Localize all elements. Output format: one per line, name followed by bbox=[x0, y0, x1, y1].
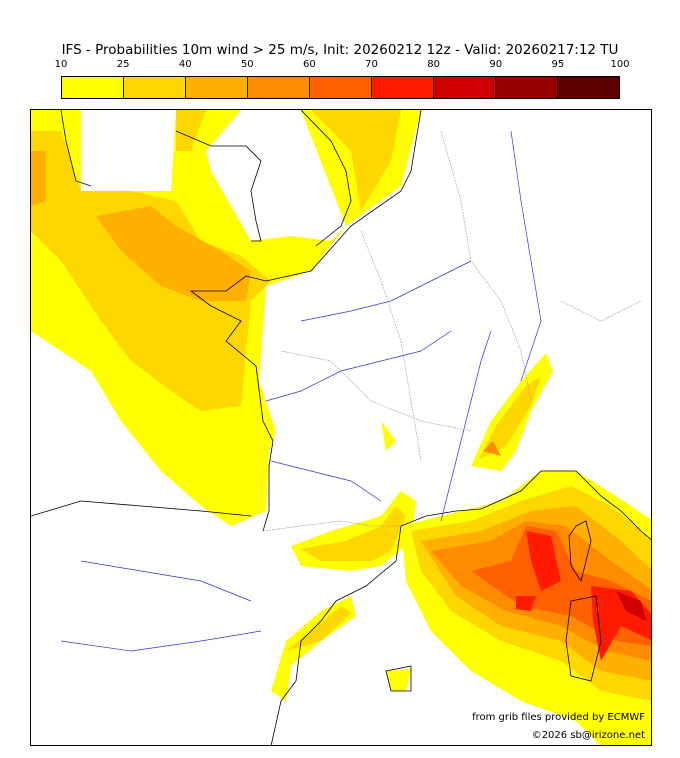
copyright-credit: ©2026 sb@irizone.net bbox=[531, 730, 645, 741]
coastlines bbox=[31, 110, 651, 745]
probability-map: from grib files provided by ECMWF ©2026 … bbox=[30, 109, 652, 746]
probability-field-alps-pyrenees bbox=[271, 353, 553, 701]
colorbar-tick: 50 bbox=[240, 59, 254, 70]
colorbar-tick-labels: 10 25 40 50 60 70 80 90 95 100 bbox=[55, 59, 630, 73]
colorbar-segment bbox=[124, 77, 186, 98]
colorbar-tick: 100 bbox=[610, 59, 630, 70]
map-title: IFS - Probabilities 10m wind > 25 m/s, I… bbox=[61, 42, 619, 58]
probability-field-mediterranean bbox=[401, 471, 651, 745]
colorbar-tick: 60 bbox=[303, 59, 316, 70]
colorbar-tick: 40 bbox=[178, 59, 192, 70]
colorbar-tick: 10 bbox=[54, 59, 68, 70]
probability-field-atlantic bbox=[31, 110, 421, 526]
colorbar-segment bbox=[186, 77, 248, 98]
colorbar-segment bbox=[434, 77, 496, 98]
colorbar-segment bbox=[558, 77, 619, 98]
admin-borders bbox=[262, 130, 642, 532]
colorbar-segment bbox=[62, 77, 124, 98]
colorbar-tick: 95 bbox=[551, 59, 565, 70]
colorbar bbox=[61, 76, 620, 99]
colorbar-segment bbox=[496, 77, 558, 98]
map-canvas bbox=[31, 110, 651, 745]
colorbar-tick: 80 bbox=[427, 59, 440, 70]
data-source-credit: from grib files provided by ECMWF bbox=[472, 712, 645, 723]
colorbar-tick: 70 bbox=[365, 59, 378, 70]
colorbar-segment bbox=[372, 77, 434, 98]
rivers bbox=[60, 130, 542, 652]
colorbar-tick: 90 bbox=[489, 59, 503, 70]
colorbar-segment bbox=[310, 77, 372, 98]
colorbar-segment bbox=[248, 77, 310, 98]
colorbar-tick: 25 bbox=[116, 59, 130, 70]
